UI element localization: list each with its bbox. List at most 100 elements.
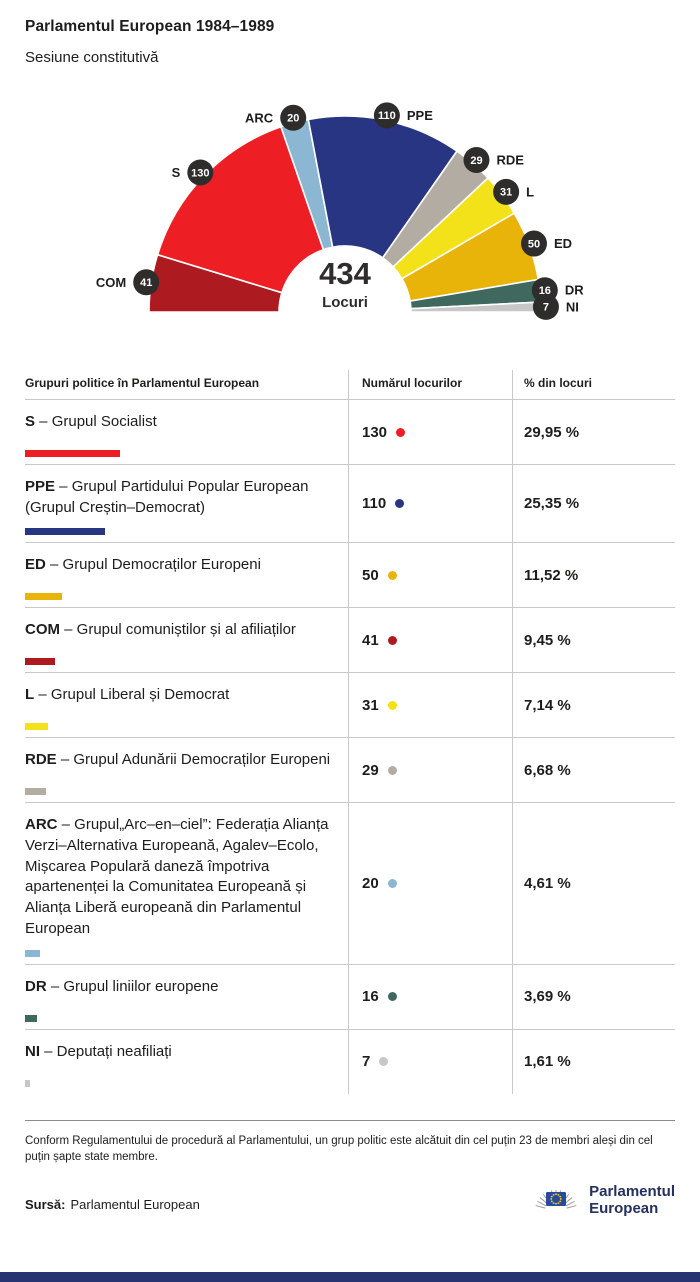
hemicycle-chart: 434 Locuri 41 COM 130 S 20 ARC 110 PPE 29 RDE 31 L 5… — [96, 102, 584, 320]
seat-badge-COM — [133, 269, 160, 296]
logo-ray — [566, 1204, 577, 1209]
seats-cell: 130 — [348, 400, 512, 464]
group-color-bar — [25, 593, 62, 601]
percent-cell: 11,52 % — [512, 543, 675, 608]
percent-cell: 3,69 % — [512, 964, 675, 1029]
group-seats: 31 — [362, 696, 379, 714]
group-name: PPE – Grupul Partidului Popular European… — [25, 477, 338, 518]
group-cell: L – Grupul Liberal și Democrat — [25, 673, 348, 737]
group-label-DR: DR — [565, 283, 584, 298]
source-label: Sursă: — [25, 1196, 66, 1212]
logo-ray — [535, 1204, 546, 1209]
group-color-bar — [25, 450, 120, 457]
group-color-bar — [25, 1014, 37, 1022]
group-name: ARC – Grupul„Arc–en–ciel”: Federația Ali… — [25, 815, 338, 939]
col-header-seats: Numărul locurilor — [348, 370, 512, 399]
source-value: Parlamentul European — [70, 1196, 200, 1212]
group-percent: 25,35 % — [524, 495, 580, 513]
ep-logo: Parlamentul European — [533, 1180, 675, 1220]
table-row: L – Grupul Liberal și Democrat 31 7,14 % — [25, 673, 675, 739]
table-row: COM – Grupul comuniștilor și al afiliați… — [25, 608, 675, 674]
group-name: RDE – Grupul Adunării Democraților Europ… — [25, 750, 338, 771]
group-label-RDE: RDE — [496, 152, 524, 167]
group-seats: 50 — [362, 566, 379, 584]
group-color-dot — [387, 765, 397, 775]
ep-logo-text: Parlamentul European — [589, 1183, 675, 1218]
group-seats: 7 — [362, 1053, 371, 1070]
group-label-COM: COM — [96, 275, 126, 290]
group-seats: 41 — [362, 631, 379, 649]
seat-badge-value-ARC: 20 — [287, 113, 299, 125]
eu-star — [550, 1197, 553, 1200]
group-name: COM – Grupul comuniștilor și al afiliați… — [25, 620, 338, 641]
group-abbr: S — [25, 413, 36, 430]
seat-badge-ED — [520, 230, 547, 257]
footer: Conform Regulamentului de procedură al P… — [25, 1119, 675, 1220]
group-label-NI: NI — [566, 299, 579, 314]
seat-badge-ARC — [280, 104, 307, 131]
percent-cell: 25,35 % — [512, 465, 675, 543]
eu-flag-stars — [550, 1193, 562, 1205]
group-cell: DR – Grupul liniilor europene — [25, 965, 348, 1029]
group-color-dot — [387, 635, 397, 645]
table-header-row: Grupuri politice în Parlamentul European… — [25, 370, 675, 400]
group-name: NI – Deputați neafiliați — [25, 1042, 338, 1063]
seat-badge-L — [493, 178, 520, 205]
seat-badge-value-PPE: 110 — [378, 110, 396, 122]
group-name: ED – Grupul Democraților Europeni — [25, 555, 338, 576]
seats-cell: 16 — [348, 964, 512, 1029]
group-color-dot — [387, 878, 397, 888]
group-color-dot — [396, 427, 406, 437]
seat-badge-value-RDE: 29 — [470, 155, 482, 167]
hemicycle-segment-S — [156, 125, 325, 294]
group-cell: RDE – Grupul Adunării Democraților Europ… — [25, 738, 348, 802]
eu-star — [557, 1193, 560, 1196]
group-color-dot — [387, 570, 397, 580]
page-title: Parlamentul European 1984–1989 — [25, 18, 275, 35]
col-header-groups: Grupuri politice în Parlamentul European — [25, 376, 260, 390]
group-color-bar — [25, 723, 48, 731]
seats-cell: 7 — [348, 1029, 512, 1094]
group-color-dot — [395, 499, 405, 509]
infographic-page: Parlamentul European 1984–1989 Sesiune c… — [25, 18, 675, 1220]
seats-cell: 29 — [348, 738, 512, 803]
group-name-rest: – Deputați neafiliați — [40, 1042, 172, 1060]
brand-footer-bar — [0, 1272, 700, 1282]
group-name-rest: – Grupul Partidului Popular European (Gr… — [25, 478, 309, 516]
group-percent: 29,95 % — [524, 423, 580, 441]
group-color-bar — [25, 788, 46, 796]
group-cell: PPE – Grupul Partidului Popular European… — [25, 465, 348, 542]
ep-logo-mark — [535, 1189, 577, 1209]
group-label-L: L — [526, 184, 534, 199]
seat-badge-value-NI: 7 — [543, 302, 549, 314]
group-color-bar — [25, 658, 55, 666]
col-header-percent: % din locuri — [512, 370, 675, 399]
group-name-rest: – Grupul Democraților Europeni — [45, 556, 261, 574]
eu-star — [560, 1197, 562, 1200]
group-seats: 16 — [362, 988, 379, 1005]
groups-table-body: S – Grupul Socialist 130 29,95 % PPE – G… — [25, 400, 675, 1094]
group-seats: 130 — [362, 423, 388, 441]
seat-badge-S — [187, 159, 214, 186]
seat-badge-value-DR: 16 — [539, 285, 551, 297]
percent-cell: 9,45 % — [512, 608, 675, 673]
table-row: S – Grupul Socialist 130 29,95 % — [25, 400, 675, 465]
group-seats: 110 — [362, 495, 387, 513]
seats-cell: 31 — [348, 673, 512, 738]
group-abbr: DR — [25, 977, 47, 995]
group-seats: 20 — [362, 874, 379, 892]
table-row: DR – Grupul liniilor europene 16 3,69 % — [25, 964, 675, 1030]
group-abbr: NI — [25, 1042, 40, 1060]
group-abbr: RDE — [25, 751, 57, 769]
group-percent: 11,52 % — [524, 566, 579, 584]
eu-flag — [546, 1191, 567, 1206]
eu-star — [551, 1195, 553, 1198]
seat-badge-RDE — [463, 146, 490, 173]
group-percent: 9,45 % — [524, 631, 571, 649]
percent-cell: 7,14 % — [512, 673, 675, 738]
group-abbr: COM — [25, 621, 60, 639]
seat-badge-PPE — [373, 102, 400, 129]
group-name: DR – Grupul liniilor europene — [25, 977, 338, 998]
table-row: ARC – Grupul„Arc–en–ciel”: Federația Ali… — [25, 803, 675, 965]
seat-badge-NI — [532, 293, 559, 320]
